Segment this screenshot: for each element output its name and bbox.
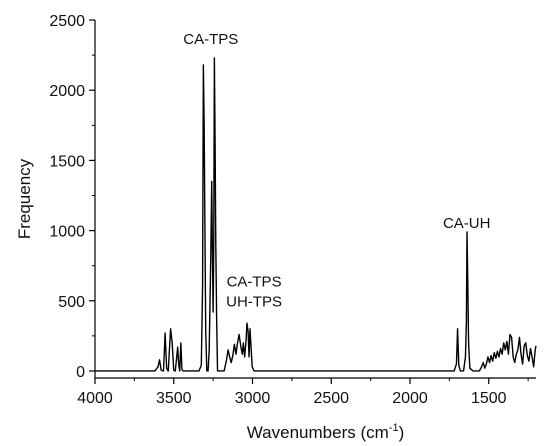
spectrum-line	[95, 57, 537, 372]
x-tick-label: 3500	[156, 390, 192, 407]
x-tick-label: 1500	[471, 390, 507, 407]
x-tick-label: 2500	[313, 390, 349, 407]
y-tick-label: 2000	[49, 83, 85, 100]
x-axis-title-suffix: )	[399, 423, 405, 442]
x-axis-title: Wavenumbers (cm-1)	[247, 422, 404, 442]
peak-annotation: UH-TPS	[226, 293, 282, 310]
series-layer	[95, 57, 537, 372]
x-tick-label: 4000	[77, 390, 113, 407]
x-axis-title-superscript: -1	[389, 422, 399, 434]
y-tick-label: 0	[76, 364, 85, 381]
y-tick-label: 2500	[49, 13, 85, 30]
x-axis-ticks: 4000 3500 3000 2500 2000 1500	[77, 378, 529, 407]
y-tick-label: 1000	[49, 224, 85, 241]
y-tick-label: 500	[58, 294, 85, 311]
x-tick-label: 3000	[235, 390, 271, 407]
y-tick-label: 1500	[49, 153, 85, 170]
x-tick-label: 2000	[392, 390, 428, 407]
axes	[94, 20, 536, 379]
y-axis-title: Frequency	[15, 158, 34, 239]
y-axis-ticks: 0 500 1000 1500 2000 2500	[49, 13, 95, 381]
peak-annotation: CA-UH	[443, 215, 491, 232]
peak-annotation: CA-TPS	[227, 274, 282, 291]
annotations: CA-TPS CA-TPS UH-TPS CA-UH	[183, 31, 490, 311]
peak-annotation: CA-TPS	[183, 31, 238, 48]
x-axis-title-main: Wavenumbers (cm	[247, 423, 389, 442]
